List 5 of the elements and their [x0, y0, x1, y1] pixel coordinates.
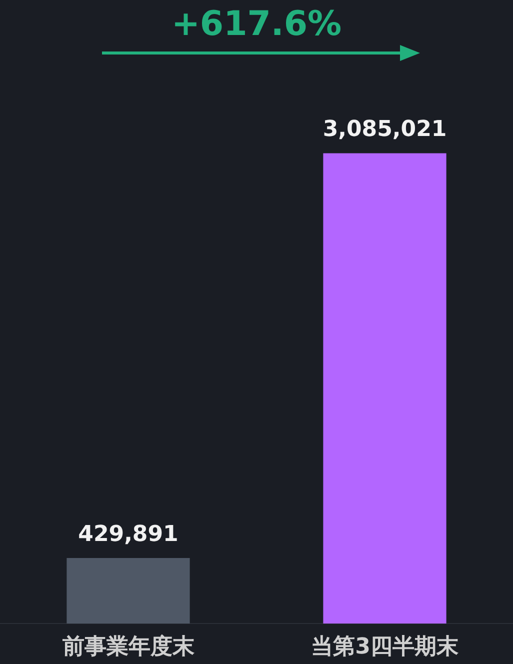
text: +617.6% [170, 4, 343, 44]
x-tick-label: 当第3四半期末 [311, 634, 460, 660]
x-tick-label: 前事業年度末 [61, 634, 196, 660]
data-label: 3,085,021 [322, 116, 447, 142]
data-label: 429,891 [78, 522, 178, 547]
